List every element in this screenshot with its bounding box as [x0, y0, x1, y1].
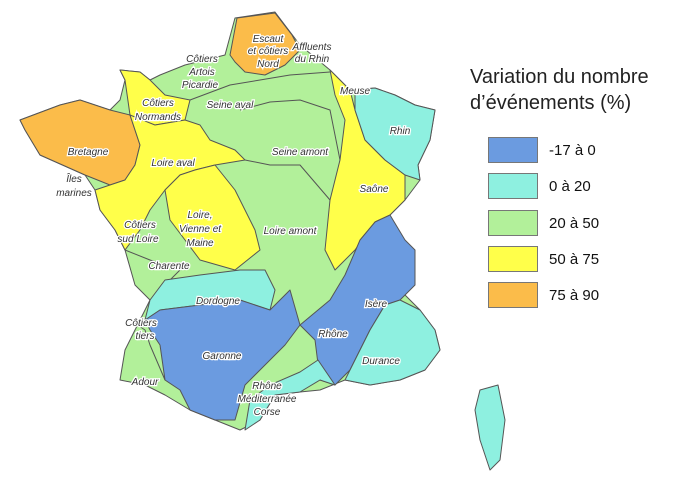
label-escaut: Escaut et côtiers Nord: [248, 34, 289, 70]
legend-item: 75 à 90: [488, 282, 599, 308]
legend-swatch: [488, 246, 538, 272]
label-bretagne: Bretagne: [68, 147, 109, 158]
label-affluents-rhin: Affluents du Rhin: [292, 42, 332, 65]
region-escaut: [229, 12, 301, 76]
label-loire-amont: Loire amont: [264, 226, 318, 237]
legend-swatch: [488, 210, 538, 236]
legend-swatch: [488, 173, 538, 199]
label-artois: Côtiers Artois Picardie: [182, 54, 219, 91]
legend: Variation du nombre d’événements (%) -17…: [470, 64, 649, 308]
legend-title-line1: Variation du nombre: [470, 66, 649, 88]
label-charente: Charente: [148, 261, 190, 272]
legend-item: -17 à 0: [488, 137, 596, 163]
label-seine-aval: Seine aval: [207, 100, 254, 111]
legend-label: 50 à 75: [549, 250, 600, 268]
label-meuse: Meuse: [340, 86, 370, 97]
label-lvm: Loire, Vienne et Maine: [179, 210, 222, 249]
region-rmc: [244, 359, 336, 431]
legend-label: 0 à 20: [549, 177, 591, 195]
legend-title: Variation du nombre d’événements (%): [470, 64, 649, 116]
label-loire-aval: Loire aval: [151, 158, 195, 169]
label-rhone: Rhône: [318, 329, 348, 340]
label-dordogne: Dordogne: [196, 296, 240, 307]
label-normands: Côtiers Normands: [135, 98, 181, 123]
label-seine-amont: Seine amont: [272, 147, 329, 158]
border-loire-amont: [244, 159, 331, 201]
region-bretagne: [19, 99, 141, 186]
label-sud-loire: Côtiers sud Loire: [117, 220, 159, 245]
legend-label: -17 à 0: [549, 141, 596, 159]
label-rhin: Rhin: [390, 126, 411, 137]
label-adour: Adour: [131, 377, 159, 388]
label-saone: Saône: [360, 184, 389, 195]
legend-item: 50 à 75: [488, 246, 599, 272]
legend-label: 75 à 90: [549, 286, 600, 304]
label-isere: Isère: [365, 299, 388, 310]
label-cotiers-tiers: Côtiers tiers: [125, 318, 157, 342]
region-garonne: [144, 289, 301, 421]
legend-swatch: [488, 282, 538, 308]
region-corse: [474, 384, 506, 471]
border-adour: [129, 319, 166, 381]
region-rhin: [354, 87, 436, 181]
label-garonne: Garonne: [203, 351, 242, 362]
label-durance: Durance: [362, 356, 400, 367]
region-lvm: [164, 164, 261, 271]
region-loire-aval: [94, 114, 246, 251]
legend-item: 20 à 50: [488, 210, 599, 236]
legend-label: 20 à 50: [549, 214, 600, 232]
region-durance: [344, 299, 441, 386]
label-rmc: Rhône Méditerranée Corse: [238, 381, 297, 418]
legend-title-line2: d’événements (%): [470, 92, 632, 114]
label-iles: Îles marines: [56, 172, 92, 199]
legend-swatch: [488, 137, 538, 163]
legend-item: 0 à 20: [488, 173, 591, 199]
border-seine-aval: [189, 71, 331, 101]
